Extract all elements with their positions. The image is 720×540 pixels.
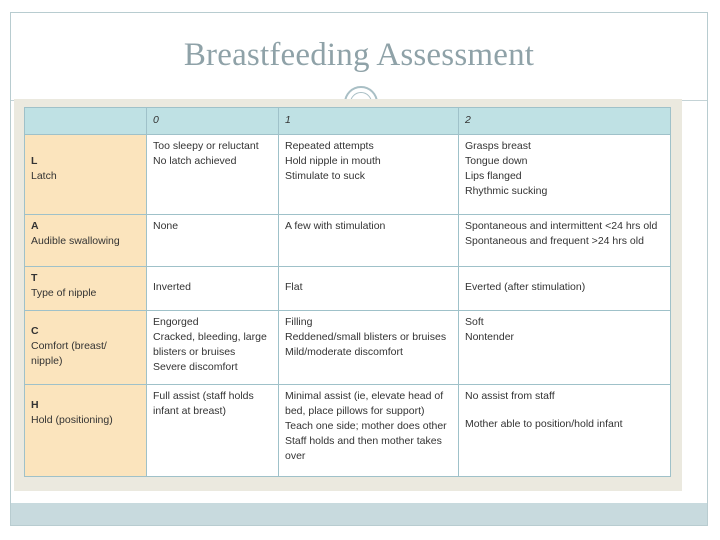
- cell-line: None: [153, 220, 179, 232]
- cell-audible-score-0: None: [146, 214, 279, 267]
- table-header-row: 0 1 2: [24, 107, 671, 135]
- table-row: H Hold (positioning) Full assist (staff …: [24, 384, 671, 477]
- cell-line: Spontaneous and frequent >24 hrs old: [465, 235, 644, 247]
- table-row: A Audible swallowing None A few with sti…: [24, 214, 671, 267]
- header-corner: [24, 107, 147, 135]
- row-letter: A: [31, 220, 39, 232]
- table-row: T Type of nipple Inverted Flat Everted (…: [24, 266, 671, 311]
- row-letter: L: [31, 155, 38, 167]
- cell-line: Flat: [285, 281, 303, 293]
- row-name: Hold (positioning): [31, 414, 113, 426]
- header-score-1: 1: [278, 107, 459, 135]
- cell-line: Full assist (staff holds infant at breas…: [153, 390, 254, 417]
- cell-line: No assist from staff: [465, 390, 555, 402]
- row-header-audible-swallowing: A Audible swallowing: [24, 214, 147, 267]
- cell-line: Teach one side; mother does other: [285, 420, 447, 432]
- row-letter: C: [31, 325, 39, 337]
- cell-line: Soft: [465, 316, 484, 328]
- row-name: Type of nipple: [31, 287, 97, 299]
- row-header-comfort: C Comfort (breast/ nipple): [24, 310, 147, 385]
- row-letter: T: [31, 272, 38, 284]
- table-row: C Comfort (breast/ nipple) Engorged Crac…: [24, 310, 671, 385]
- slide-title: Breastfeeding Assessment: [183, 37, 535, 73]
- cell-line: Grasps breast: [465, 140, 531, 152]
- cell-line: Tongue down: [465, 155, 528, 167]
- cell-line: No latch achieved: [153, 155, 237, 167]
- row-name: Latch: [31, 170, 57, 182]
- cell-audible-score-1: A few with stimulation: [278, 214, 459, 267]
- row-letter: H: [31, 399, 39, 411]
- cell-line: Engorged: [153, 316, 199, 328]
- cell-line: Minimal assist (ie, elevate head of bed,…: [285, 390, 444, 417]
- header-score-0: 0: [146, 107, 279, 135]
- cell-line: Hold nipple in mouth: [285, 155, 381, 167]
- table-row: L Latch Too sleepy or reluctant No latch…: [24, 134, 671, 215]
- cell-line: Nontender: [465, 331, 515, 343]
- cell-line: Everted (after stimulation): [465, 281, 586, 293]
- cell-line: A few with stimulation: [285, 220, 386, 232]
- cell-latch-score-1: Repeated attempts Hold nipple in mouth S…: [278, 134, 459, 215]
- cell-line: Filling: [285, 316, 313, 328]
- row-name: Audible swallowing: [31, 235, 120, 247]
- cell-line: Cracked, bleeding, large blisters or bru…: [153, 331, 267, 358]
- cell-line: Mother able to position/hold infant: [465, 418, 623, 430]
- cell-nipple-score-1: Flat: [278, 266, 459, 311]
- cell-line: Staff holds and then mother takes over: [285, 435, 442, 462]
- row-header-hold: H Hold (positioning): [24, 384, 147, 477]
- row-name: Comfort (breast/ nipple): [31, 340, 107, 367]
- cell-comfort-score-2: Soft Nontender: [458, 310, 671, 385]
- latch-assessment-table: 0 1 2 L Latch Too sleepy or reluctant No…: [24, 107, 671, 477]
- cell-latch-score-0: Too sleepy or reluctant No latch achieve…: [146, 134, 279, 215]
- cell-line: Lips flanged: [465, 170, 522, 182]
- cell-hold-score-2: No assist from staff Mother able to posi…: [458, 384, 671, 477]
- cell-line: Repeated attempts: [285, 140, 374, 152]
- cell-nipple-score-0: Inverted: [146, 266, 279, 311]
- cell-line: Rhythmic sucking: [465, 185, 548, 197]
- cell-line: Severe discomfort: [153, 361, 238, 373]
- cell-hold-score-0: Full assist (staff holds infant at breas…: [146, 384, 279, 477]
- cell-audible-score-2: Spontaneous and intermittent <24 hrs old…: [458, 214, 671, 267]
- row-header-latch: L Latch: [24, 134, 147, 215]
- row-header-type-of-nipple: T Type of nipple: [24, 266, 147, 311]
- cell-nipple-score-2: Everted (after stimulation): [458, 266, 671, 311]
- cell-latch-score-2: Grasps breast Tongue down Lips flanged R…: [458, 134, 671, 215]
- cell-line: Mild/moderate discomfort: [285, 346, 403, 358]
- cell-comfort-score-0: Engorged Cracked, bleeding, large bliste…: [146, 310, 279, 385]
- cell-line: Too sleepy or reluctant: [153, 140, 259, 152]
- cell-line: Inverted: [153, 281, 191, 293]
- cell-comfort-score-1: Filling Reddened/small blisters or bruis…: [278, 310, 459, 385]
- header-score-2: 2: [458, 107, 671, 135]
- cell-hold-score-1: Minimal assist (ie, elevate head of bed,…: [278, 384, 459, 477]
- cell-line: Spontaneous and intermittent <24 hrs old: [465, 220, 658, 232]
- cell-line: Stimulate to suck: [285, 170, 365, 182]
- cell-line: Reddened/small blisters or bruises: [285, 331, 447, 343]
- footer-bar: [11, 503, 707, 525]
